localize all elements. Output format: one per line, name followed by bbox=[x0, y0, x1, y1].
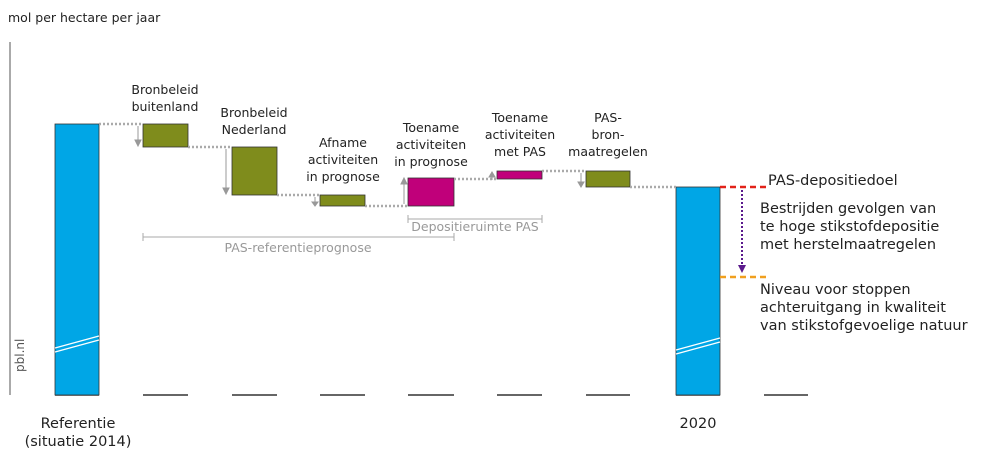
category-label: 2020 bbox=[680, 416, 717, 432]
step-bar bbox=[142, 123, 189, 148]
annotation: achteruitgang in kwaliteit bbox=[760, 300, 946, 316]
break-marks bbox=[54, 335, 721, 355]
bar-reference bbox=[54, 123, 100, 396]
step-bar bbox=[407, 177, 455, 207]
step-label: Toename bbox=[402, 120, 460, 135]
brackets bbox=[142, 215, 543, 241]
step-bar bbox=[319, 194, 366, 207]
step-bar bbox=[231, 146, 278, 196]
step-arrows bbox=[134, 126, 585, 207]
step-label: Bronbeleid bbox=[220, 105, 287, 120]
category-label: (situatie 2014) bbox=[25, 434, 132, 450]
bracket-label: PAS-referentieprognose bbox=[224, 240, 371, 255]
gap-arrowhead bbox=[738, 265, 746, 273]
step-bar bbox=[585, 170, 631, 188]
category-label: Referentie bbox=[41, 416, 116, 432]
step-label: activiteiten bbox=[308, 152, 378, 167]
annotation: te hoge stikstofdepositie bbox=[760, 219, 939, 235]
connectors bbox=[99, 122, 676, 208]
step-label: activiteiten bbox=[485, 127, 555, 142]
step-bar bbox=[496, 170, 543, 180]
bracket-label: Depositieruimte PAS bbox=[411, 219, 539, 234]
step-label: in prognose bbox=[394, 154, 468, 169]
step-label: met PAS bbox=[494, 144, 546, 159]
annotation: Niveau voor stoppen bbox=[760, 282, 911, 298]
step-label: maatregelen bbox=[568, 144, 648, 159]
step-label: Nederland bbox=[222, 122, 287, 137]
step-label: bron- bbox=[592, 127, 625, 142]
step-label: Afname bbox=[319, 135, 367, 150]
step-label: in prognose bbox=[306, 169, 380, 184]
step-label: Bronbeleid bbox=[131, 82, 198, 97]
axis-label: mol per hectare per jaar bbox=[8, 10, 161, 25]
step-label: buitenland bbox=[132, 99, 199, 114]
step-label: Toename bbox=[491, 110, 549, 125]
step-label: activiteiten bbox=[396, 137, 466, 152]
annotation: PAS-depositiedoel bbox=[768, 173, 898, 189]
annotation: met herstelmaatregelen bbox=[760, 237, 936, 253]
bar-2020 bbox=[675, 186, 721, 396]
annotation: van stikstofgevoelige natuur bbox=[760, 318, 968, 334]
watermark: pbl.nl bbox=[13, 339, 27, 372]
annotation: Bestrijden gevolgen van bbox=[760, 201, 936, 217]
step-label: PAS- bbox=[594, 110, 622, 125]
